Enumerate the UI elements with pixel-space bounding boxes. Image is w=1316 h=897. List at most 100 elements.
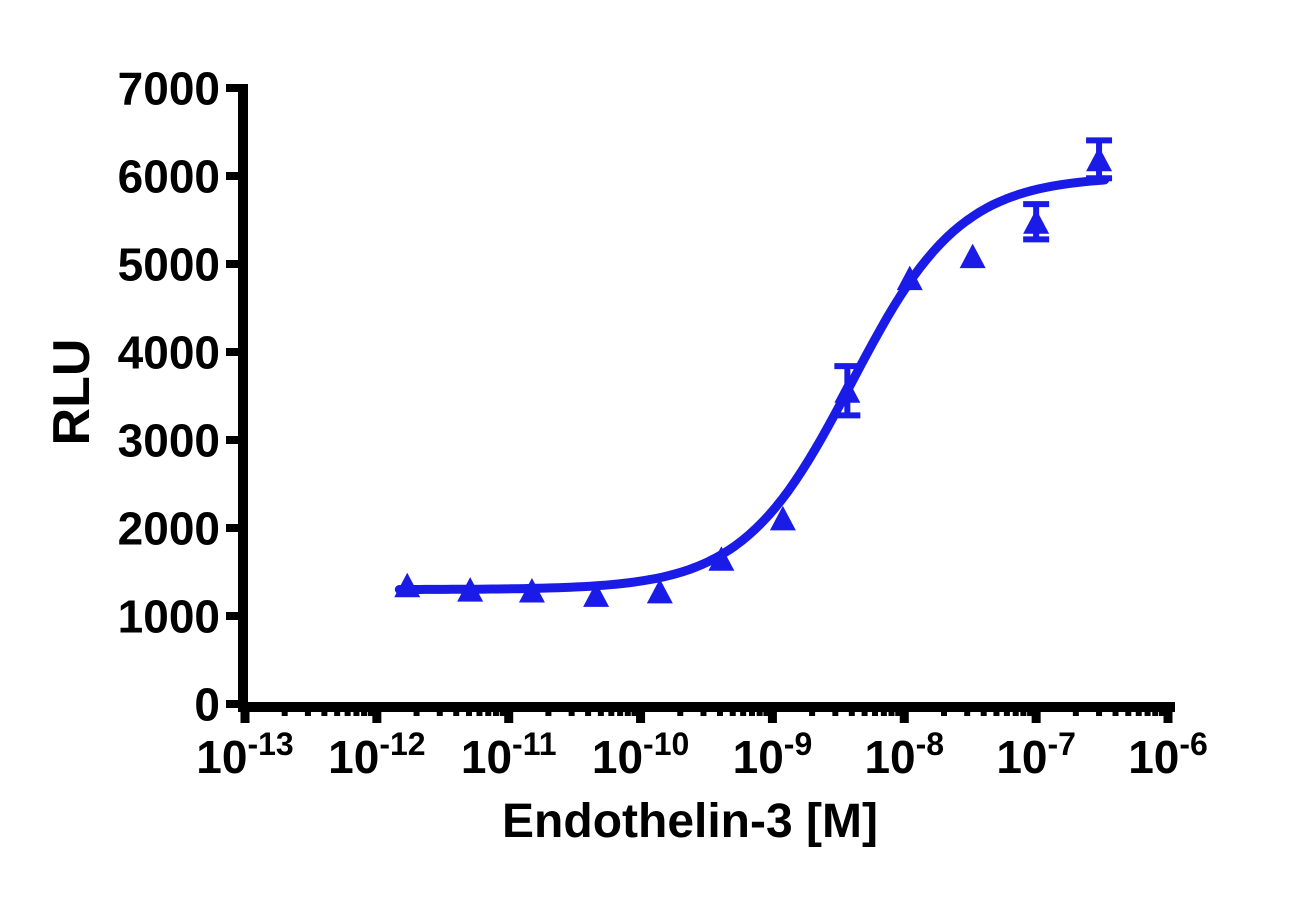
x-tick-label: 10-7 bbox=[996, 726, 1076, 783]
y-tick-label: 7000 bbox=[118, 63, 220, 115]
x-major-tick bbox=[372, 702, 382, 723]
x-minor-tick bbox=[413, 702, 420, 716]
x-minor-tick bbox=[1144, 702, 1151, 716]
data-point-marker bbox=[457, 577, 484, 602]
y-tick-label: 5000 bbox=[118, 239, 220, 291]
x-minor-tick bbox=[895, 702, 902, 716]
x-minor-tick bbox=[763, 702, 770, 716]
x-major-tick bbox=[767, 702, 777, 723]
y-axis-title: RLU bbox=[43, 338, 101, 446]
y-tick bbox=[226, 524, 240, 532]
y-axis bbox=[238, 84, 248, 712]
x-major-tick bbox=[504, 702, 514, 723]
x-minor-tick bbox=[367, 702, 374, 716]
x-minor-tick bbox=[436, 702, 443, 716]
x-minor-tick bbox=[888, 702, 895, 716]
x-tick-label: 10-8 bbox=[864, 726, 944, 783]
x-minor-tick bbox=[940, 702, 947, 716]
y-tick-label: 4000 bbox=[118, 327, 220, 379]
x-minor-tick bbox=[749, 702, 756, 716]
fit-curve bbox=[394, 175, 1110, 594]
data-point-marker bbox=[834, 378, 861, 403]
x-tick-label: 10-9 bbox=[733, 726, 813, 783]
x-minor-tick bbox=[1027, 702, 1034, 716]
x-minor-tick bbox=[872, 702, 879, 716]
x-minor-tick bbox=[1020, 702, 1027, 716]
x-major-tick bbox=[899, 702, 909, 723]
x-major-tick bbox=[636, 702, 646, 723]
x-tick-label: 10-11 bbox=[461, 726, 557, 783]
x-minor-tick bbox=[861, 702, 868, 716]
y-tick bbox=[226, 436, 240, 444]
x-minor-tick bbox=[492, 702, 499, 716]
y-tick-label: 1000 bbox=[118, 591, 220, 643]
x-tick-label: 10-13 bbox=[196, 726, 293, 783]
data-point-marker bbox=[708, 546, 735, 571]
x-minor-tick bbox=[1072, 702, 1079, 716]
x-minor-tick bbox=[880, 702, 887, 716]
x-minor-tick bbox=[453, 702, 460, 716]
data-point-marker bbox=[583, 582, 610, 607]
x-minor-tick bbox=[809, 702, 816, 716]
y-tick bbox=[226, 84, 240, 92]
x-minor-tick bbox=[700, 702, 707, 716]
x-minor-tick bbox=[499, 702, 506, 716]
x-minor-tick bbox=[980, 702, 987, 716]
x-minor-tick bbox=[321, 702, 328, 716]
y-tick-label: 2000 bbox=[118, 503, 220, 555]
data-point-marker bbox=[959, 243, 986, 269]
x-axis bbox=[238, 702, 1175, 712]
y-tick-label: 3000 bbox=[118, 415, 220, 467]
x-minor-tick bbox=[832, 702, 839, 716]
x-minor-tick bbox=[1152, 702, 1159, 716]
x-minor-tick bbox=[568, 702, 575, 716]
x-minor-tick bbox=[485, 702, 492, 716]
x-minor-tick bbox=[353, 702, 360, 716]
y-tick bbox=[226, 260, 240, 268]
x-minor-tick bbox=[993, 702, 1000, 716]
x-minor-tick bbox=[677, 702, 684, 716]
x-minor-tick bbox=[1125, 702, 1132, 716]
data-point-marker bbox=[1086, 146, 1113, 172]
x-tick-label: 10-10 bbox=[592, 726, 689, 783]
x-minor-tick bbox=[466, 702, 473, 716]
x-minor-tick bbox=[545, 702, 552, 716]
x-minor-tick bbox=[1003, 702, 1010, 716]
x-minor-tick bbox=[344, 702, 351, 716]
data-point-marker bbox=[646, 578, 673, 604]
x-minor-tick bbox=[617, 702, 624, 716]
data-point-marker bbox=[896, 265, 923, 291]
x-axis-title: Endothelin-3 [M] bbox=[502, 795, 878, 848]
x-tick-label: 10-6 bbox=[1128, 726, 1208, 783]
x-minor-tick bbox=[729, 702, 736, 716]
data-point-marker bbox=[394, 572, 421, 598]
x-minor-tick bbox=[304, 702, 311, 716]
x-minor-tick bbox=[624, 702, 631, 716]
x-minor-tick bbox=[631, 702, 638, 716]
x-minor-tick bbox=[585, 702, 592, 716]
x-minor-tick bbox=[476, 702, 483, 716]
x-major-tick bbox=[1163, 702, 1173, 723]
x-minor-tick bbox=[281, 702, 288, 716]
y-tick bbox=[226, 348, 240, 356]
x-minor-tick bbox=[1012, 702, 1019, 716]
y-tick bbox=[226, 172, 240, 180]
x-major-tick bbox=[240, 702, 250, 723]
y-tick bbox=[226, 700, 240, 708]
x-minor-tick bbox=[1158, 702, 1165, 716]
y-tick bbox=[226, 612, 240, 620]
x-tick-label: 10-12 bbox=[328, 726, 425, 783]
x-minor-tick bbox=[716, 702, 723, 716]
data-point-marker bbox=[518, 577, 545, 603]
x-minor-tick bbox=[848, 702, 855, 716]
x-minor-tick bbox=[334, 702, 341, 716]
data-point-marker bbox=[1023, 209, 1050, 234]
y-tick-label: 6000 bbox=[118, 151, 220, 203]
x-minor-tick bbox=[964, 702, 971, 716]
x-major-tick bbox=[1031, 702, 1041, 723]
y-tick-label: 0 bbox=[194, 679, 220, 731]
x-minor-tick bbox=[597, 702, 604, 716]
x-minor-tick bbox=[361, 702, 368, 716]
